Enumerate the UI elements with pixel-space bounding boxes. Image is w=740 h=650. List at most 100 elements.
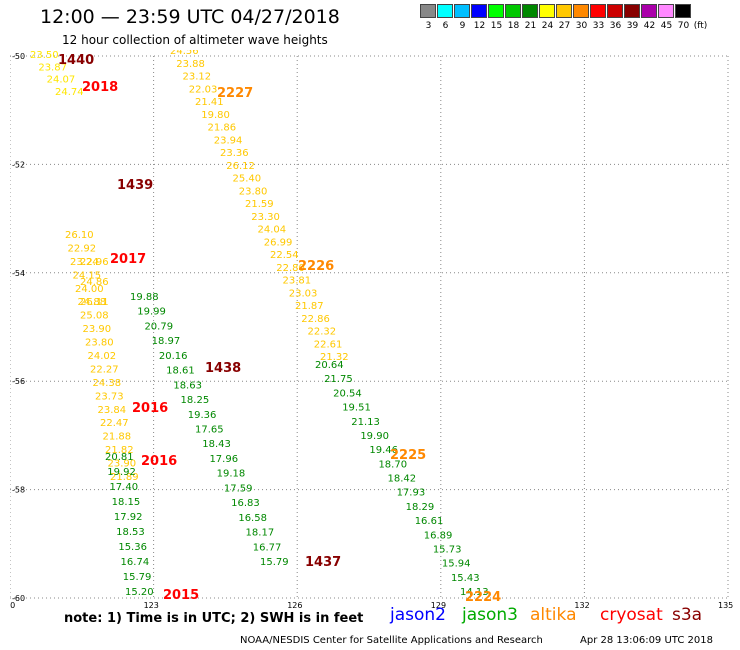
legend-swatch [437, 4, 453, 18]
wave-height-value: 21.32 [320, 352, 349, 363]
wave-height-value: 21.88 [103, 432, 132, 443]
wave-height-value: 24.07 [47, 75, 76, 86]
wave-height-value: 23.80 [239, 186, 268, 197]
satellite-name: cryosat [600, 605, 663, 625]
pass-number-label: 2017 [110, 252, 146, 267]
wave-height-value: 20.81 [105, 452, 134, 463]
pass-number-label: 2225 [390, 448, 426, 463]
wave-height-value: 18.42 [388, 474, 417, 485]
legend-swatch [624, 4, 640, 18]
wave-height-value: 19.18 [217, 469, 246, 480]
wave-height-value: 24.74 [55, 87, 84, 98]
wave-height-value: 19.99 [137, 307, 166, 318]
wave-height-value: 22.96 [80, 257, 109, 268]
wave-height-value: 25.08 [80, 311, 109, 322]
wave-height-value: 16.74 [121, 557, 150, 568]
wave-height-value: 19.90 [360, 431, 389, 442]
lon-label: 123 [144, 601, 159, 610]
wave-height-value: 18.25 [181, 395, 210, 406]
map-title: 12:00 — 23:59 UTC 04/27/2018 [40, 6, 340, 28]
wave-height-value: 16.83 [231, 498, 260, 509]
wave-height-value: 24.56 [170, 50, 199, 57]
wave-height-value: 23.80 [85, 338, 114, 349]
wave-height-value: 20.16 [159, 351, 188, 362]
wave-height-value: 23.24 [70, 257, 99, 268]
wave-height-value: 21.86 [208, 123, 237, 134]
wave-height-value: 23.90 [108, 459, 137, 470]
lat-label: -54 [12, 269, 25, 278]
legend-tick-label: 18 [507, 21, 520, 31]
wave-height-value: 17.92 [114, 512, 143, 523]
wave-height-value: 23.94 [214, 135, 243, 146]
wave-height-legend: 3 6 9 12 15 18 21 24 27 30 33 36 39 42 45 70 (ft) [420, 4, 709, 31]
legend-tick-label: 36 [609, 21, 622, 31]
wave-height-value: 18.15 [112, 497, 141, 508]
pass-number-label: 1440 [58, 53, 94, 68]
lat-label: -58 [12, 486, 25, 495]
pass-number-label: 2016 [132, 401, 168, 416]
lon-label: 126 [287, 601, 302, 610]
wave-height-value: 24.88 [78, 297, 107, 308]
wave-height-value: 22.32 [308, 327, 337, 338]
legend-swatch [607, 4, 623, 18]
wave-height-value: 23.81 [283, 276, 312, 287]
wave-height-value: 24.00 [75, 284, 104, 295]
wave-height-value: 20.64 [315, 360, 344, 371]
wave-height-value: 18.29 [406, 502, 435, 513]
lon-label: 120 [10, 601, 15, 610]
lat-label: -56 [12, 377, 25, 386]
legend-tick-label: 39 [626, 21, 639, 31]
legend-tick-label: 33 [592, 21, 605, 31]
wave-height-value: 23.03 [289, 288, 318, 299]
wave-height-value: 22.80 [276, 263, 305, 274]
legend-tick-label: 70 [677, 21, 690, 31]
wave-height-value: 21.41 [195, 97, 224, 108]
wave-height-value: 21.87 [295, 301, 324, 312]
wave-height-value: 21.75 [324, 374, 353, 385]
wave-height-value: 23.50 [30, 50, 59, 61]
legend-tick-label: 21 [524, 21, 537, 31]
footer-note: note: 1) Time is in UTC; 2) SWH is in fe… [64, 611, 364, 626]
wave-height-value: 26.11 [80, 297, 109, 308]
lon-label: 132 [574, 601, 589, 610]
legend-swatch [658, 4, 674, 18]
legend-tick-label: 12 [473, 21, 486, 31]
legend-swatch [539, 4, 555, 18]
wave-height-value: 20.79 [144, 321, 173, 332]
wave-height-value: 18.17 [246, 528, 275, 539]
wave-height-value: 15.79 [123, 572, 152, 583]
wave-height-value: 18.63 [173, 380, 202, 391]
lat-label: -60 [12, 594, 25, 603]
legend-swatch [641, 4, 657, 18]
wave-height-value: 17.59 [224, 483, 253, 494]
wave-height-value: 19.80 [201, 110, 230, 121]
legend-tick-label: 42 [643, 21, 656, 31]
wave-height-value: 18.43 [202, 439, 231, 450]
pass-number-label: 1437 [305, 555, 341, 570]
wave-height-value: 22.86 [301, 314, 330, 325]
wave-height-value: 24.38 [93, 378, 122, 389]
wave-height-value: 17.65 [195, 425, 224, 436]
map-subtitle: 12 hour collection of altimeter wave hei… [62, 33, 328, 47]
wave-height-value: 21.59 [245, 199, 274, 210]
wave-height-value: 22.27 [90, 364, 119, 375]
wave-height-value: 21.13 [351, 417, 380, 428]
wave-height-value: 15.94 [442, 559, 471, 570]
wave-height-value: 20.54 [333, 388, 362, 399]
legend-tick-label: 27 [558, 21, 571, 31]
satellite-name: s3a [672, 605, 703, 625]
wave-height-value: 23.36 [220, 148, 249, 159]
legend-swatch [454, 4, 470, 18]
wave-height-value: 23.84 [98, 405, 127, 416]
legend-tick-label: 15 [490, 21, 503, 31]
credit-text: NOAA/NESDIS Center for Satellite Applica… [240, 635, 543, 646]
wave-height-value: 17.93 [397, 488, 426, 499]
wave-height-value: 23.90 [83, 324, 112, 335]
wave-height-value: 21.82 [105, 445, 134, 456]
timestamp-text: Apr 28 13:06:09 UTC 2018 [580, 635, 713, 646]
pass-number-label: 2224 [465, 590, 501, 605]
pass-number-label: 2226 [298, 259, 334, 274]
lat-label: -52 [12, 160, 25, 169]
satellite-name: jason3 [462, 605, 518, 625]
wave-height-value: 24.04 [258, 225, 287, 236]
